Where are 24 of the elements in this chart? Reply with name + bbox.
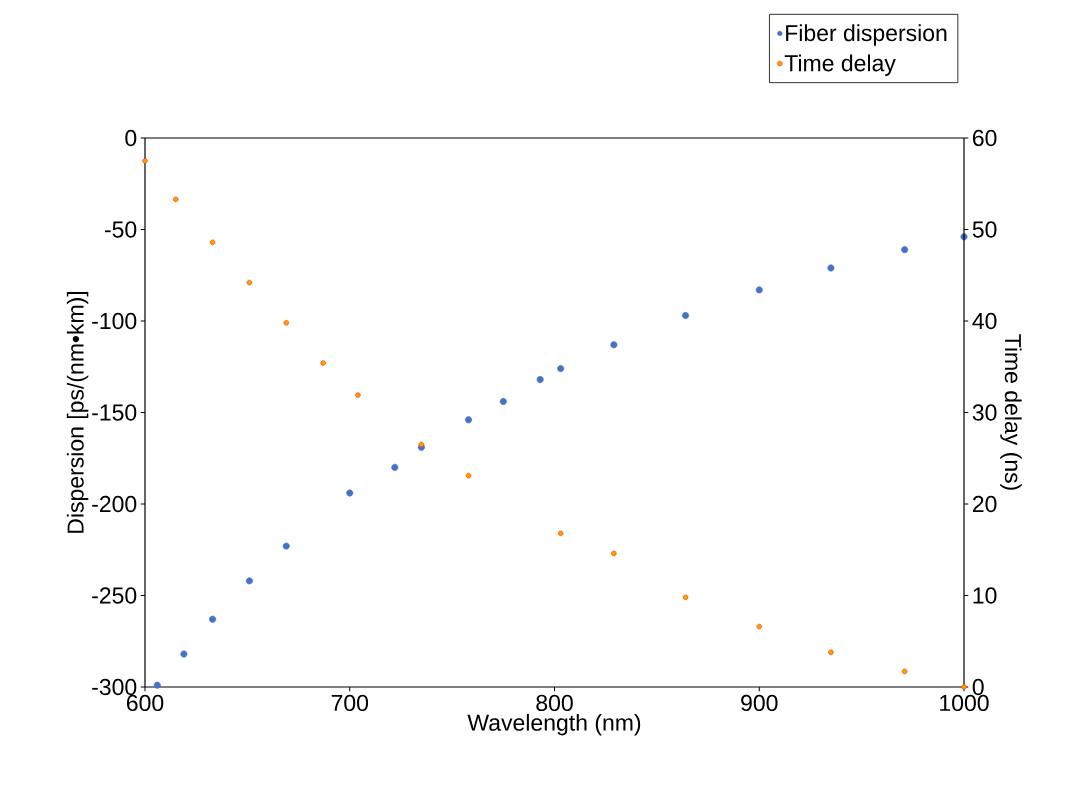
y2-tick-label: 10 (973, 587, 997, 604)
legend-label: Fiber dispersion (786, 24, 947, 46)
x-tick-label: 900 (741, 694, 778, 712)
y2-tick-label: 60 (972, 129, 997, 147)
x-tick-label: 700 (331, 694, 369, 712)
y-tick-label: -250 (92, 587, 137, 604)
y-tick-label: -300 (92, 678, 137, 696)
x-tick-label: 600 (126, 694, 164, 712)
y2-tick-label: 0 (972, 678, 984, 696)
y-tick-label: -200 (92, 495, 137, 513)
y-tick-label: -50 (104, 221, 137, 238)
legend-label: Time delay (784, 54, 896, 76)
x-tick-label: 800 (536, 694, 573, 712)
y2-tick-label: 30 (972, 404, 997, 421)
y-tick-label: -100 (92, 312, 137, 330)
y2-axis-title: Time delay (ns) (1000, 334, 1022, 490)
x-axis-title: Wavelength (nm) (467, 713, 641, 736)
y2-tick-label: 20 (972, 495, 997, 513)
y-tick-label: 0 (125, 129, 137, 147)
x-tick-label: 1000 (940, 694, 989, 712)
y-axis-title: Dispersion [ps/(nm•km)] (66, 291, 89, 533)
y2-tick-label: 50 (972, 221, 997, 238)
y-tick-label: -150 (92, 404, 137, 421)
y2-tick-label: 40 (972, 312, 997, 330)
